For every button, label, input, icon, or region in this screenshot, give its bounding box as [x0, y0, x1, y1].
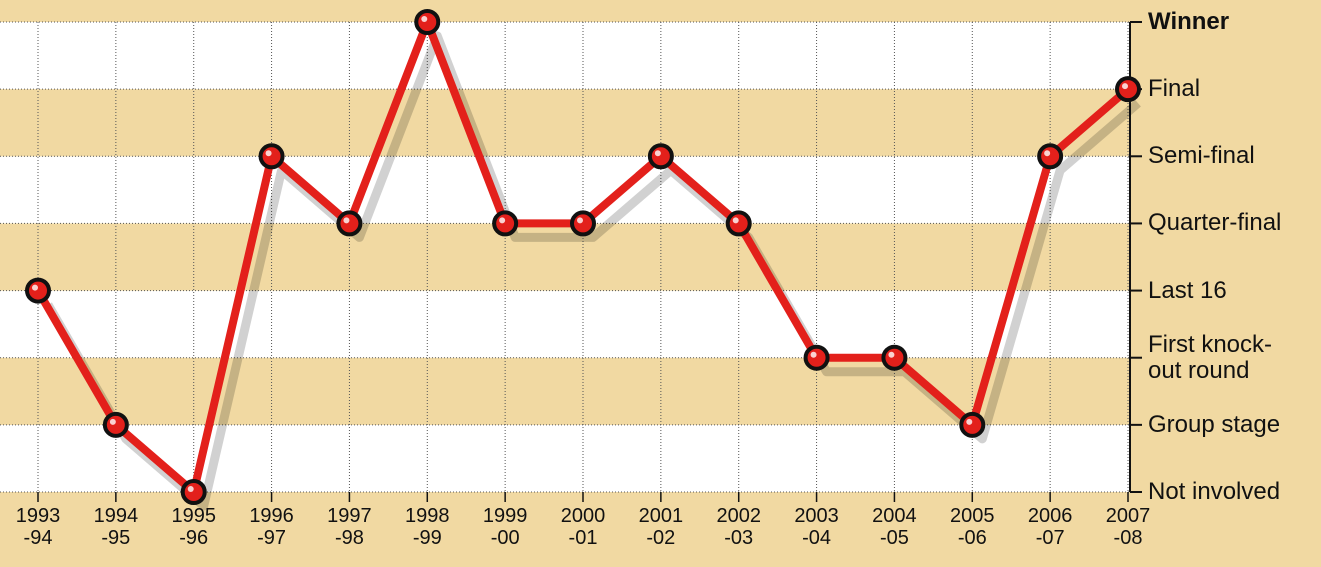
point — [1039, 145, 1061, 167]
x-tick-label: 1994-95 — [94, 505, 139, 549]
y-tick-label: Group stage — [1148, 412, 1280, 438]
point — [494, 212, 516, 234]
point-highlight — [1122, 83, 1128, 89]
point — [883, 347, 905, 369]
y-tick-label: First knock-out round — [1148, 332, 1293, 384]
point — [261, 145, 283, 167]
x-tick-label: 2004-05 — [872, 505, 917, 549]
x-tick-label: 1996-97 — [249, 505, 294, 549]
point-highlight — [577, 217, 583, 223]
y-tick-label: Quarter-final — [1148, 210, 1281, 236]
y-tick-label: Last 16 — [1148, 278, 1227, 304]
point — [338, 212, 360, 234]
point-highlight — [110, 419, 116, 425]
x-tick-label: 1993-94 — [16, 505, 61, 549]
x-tick-label: 2006-07 — [1028, 505, 1073, 549]
x-tick-label: 1998-99 — [405, 505, 450, 549]
x-tick-label: 2000-01 — [561, 505, 606, 549]
x-tick-label: 1995-96 — [171, 505, 216, 549]
y-tick-label: Semi-final — [1148, 143, 1255, 169]
point — [961, 414, 983, 436]
x-tick-label: 2003-04 — [794, 505, 839, 549]
point — [1117, 78, 1139, 100]
point — [183, 481, 205, 503]
band — [0, 156, 1130, 223]
point-highlight — [32, 285, 38, 291]
x-tick-label: 1999-00 — [483, 505, 528, 549]
chart: 1993-94 1994-95 1995-96 1996-97 1997-98 1998-… — [0, 0, 1321, 567]
point-highlight — [733, 217, 739, 223]
point-highlight — [499, 217, 505, 223]
point-highlight — [811, 352, 817, 358]
point — [728, 212, 750, 234]
band — [0, 89, 1130, 156]
point-highlight — [888, 352, 894, 358]
chart-svg: 1993-94 1994-95 1995-96 1996-97 1997-98 1998-… — [0, 0, 1321, 567]
band — [0, 22, 1130, 89]
x-tick-label: 2002-03 — [716, 505, 761, 549]
point-highlight — [1044, 150, 1050, 156]
point — [416, 11, 438, 33]
band — [0, 291, 1130, 358]
y-tick-label: Not involved — [1148, 479, 1280, 505]
x-tick-label: 1997-98 — [327, 505, 372, 549]
point-highlight — [655, 150, 661, 156]
point-highlight — [188, 486, 194, 492]
point — [572, 212, 594, 234]
y-tick-label: Winner — [1148, 9, 1229, 35]
x-tick-label: 2007-08 — [1106, 505, 1151, 549]
x-tick-label: 2001-02 — [639, 505, 684, 549]
x-tick-label: 2005-06 — [950, 505, 995, 549]
point — [27, 280, 49, 302]
point-highlight — [343, 217, 349, 223]
point-highlight — [266, 150, 272, 156]
y-tick-label: Final — [1148, 76, 1200, 102]
point-highlight — [966, 419, 972, 425]
point — [105, 414, 127, 436]
point — [806, 347, 828, 369]
point-highlight — [421, 16, 427, 22]
point — [650, 145, 672, 167]
